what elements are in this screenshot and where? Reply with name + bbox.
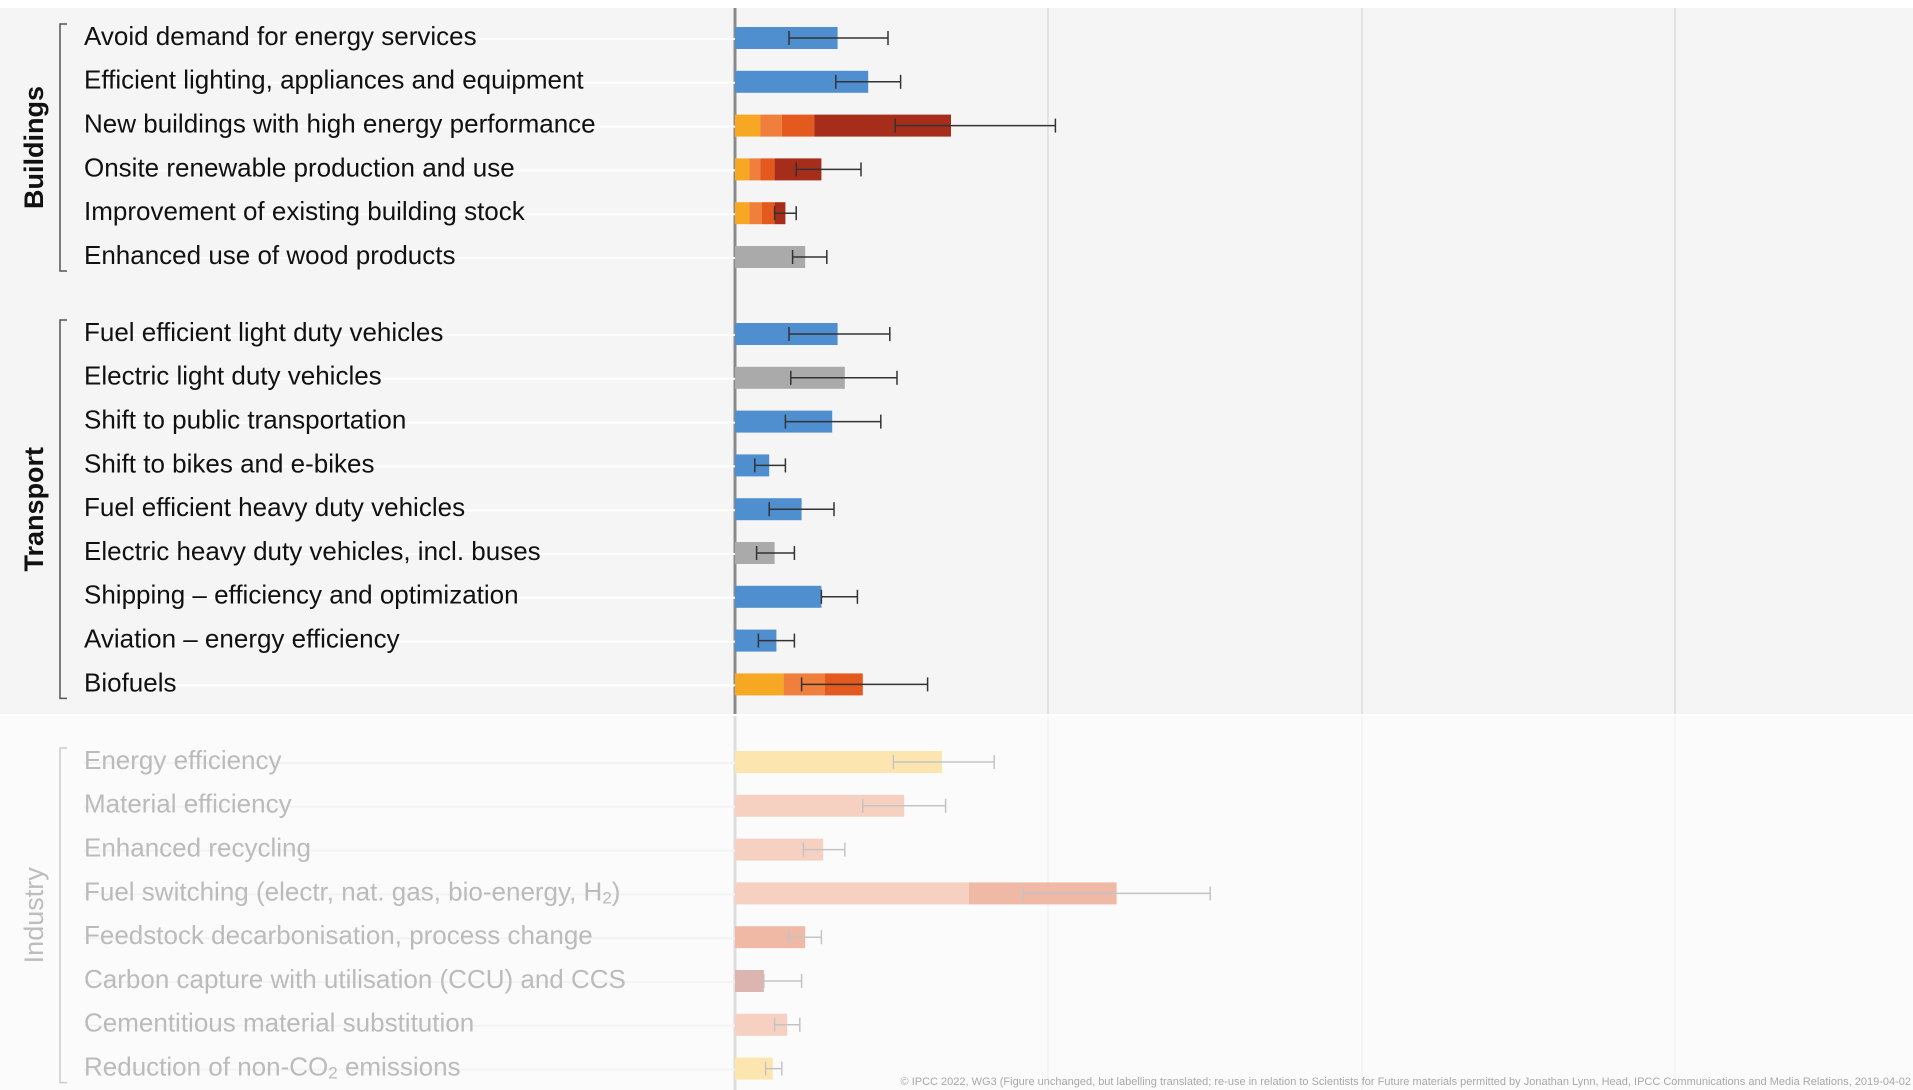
row-label: Electric heavy duty vehicles, incl. buse… [84,536,541,566]
row-label: Shift to public transportation [84,404,406,434]
row-label: Avoid demand for energy services [84,21,477,51]
bar-segment [735,27,838,49]
bar-segment [735,838,824,861]
group-label-buildings: Buildings [19,86,49,209]
group-label-transport: Transport [19,447,49,572]
bar-segment [735,1057,773,1080]
bar-segment [749,158,761,181]
row-label: Onsite renewable production and use [84,152,515,182]
bar-segment [735,366,845,389]
bar-segment [735,751,942,773]
group-label-industry: Industry [19,867,49,964]
row-label: Efficient lighting, appliances and equip… [84,65,584,95]
row-label: Enhanced recycling [84,832,311,862]
bar-segment [749,202,762,225]
row-label: New buildings with high energy performan… [84,108,596,138]
bar-segment [735,323,838,345]
row-labels: Avoid demand for energy services Efficien… [84,21,626,1083]
bar-segment [735,585,822,608]
error-bars [754,31,1211,1076]
row-label: Carbon capture with utilisation (CCU) an… [84,964,626,994]
row-label: Enhanced use of wood products [84,240,455,270]
bar-segment [814,114,951,137]
bar-segment [735,970,764,992]
gridlines [733,8,1676,1090]
bar-segment [781,114,815,137]
group-labels: Buildings Transport Industry [19,23,67,1084]
bar-segment [735,629,777,652]
row-label: Aviation – energy efficiency [84,623,400,653]
row-label: Electric light duty vehicles [84,361,382,391]
bar-segment [735,202,750,225]
row-label: Material efficiency [84,789,292,819]
bar-segment [735,246,806,268]
bar-segment [735,673,784,696]
group-bracket [59,23,67,272]
bar-segment [735,498,802,521]
row-label: Cementitious material substitution [84,1008,474,1038]
bar-segment [760,114,782,137]
bar-segment [735,926,806,949]
row-label: Biofuels [84,667,177,697]
row-label: Feedstock decarbonisation, process chang… [84,920,593,950]
bar-segment [735,454,770,477]
row-label: Shift to bikes and e-bikes [84,448,375,478]
group-bracket [59,747,67,1084]
copyright-credit: © IPCC 2022, WG3 (Figure unchanged, but … [900,1076,1911,1088]
label-guides [84,38,735,1071]
row-label: Improvement of existing building stock [84,196,526,226]
bar-segment [735,70,869,93]
row-label: Fuel efficient light duty vehicles [84,317,443,347]
row-label: Energy efficiency [84,745,282,775]
row-label: Reduction of non-CO2 emissions [84,1051,461,1083]
bar-segment [762,202,775,225]
row-label: Fuel switching (electr, nat. gas, bio-en… [84,876,620,908]
bar-segment [735,114,761,137]
bar-segment [760,158,775,181]
bar-segment [735,158,750,181]
bar-segment [735,794,905,817]
bar-segment [735,882,969,905]
bar-segment [735,542,775,564]
row-label: Shipping – efficiency and optimization [84,580,519,610]
row-label: Fuel efficient heavy duty vehicles [84,492,465,522]
bar-segment [735,410,833,433]
group-bracket [59,319,67,700]
